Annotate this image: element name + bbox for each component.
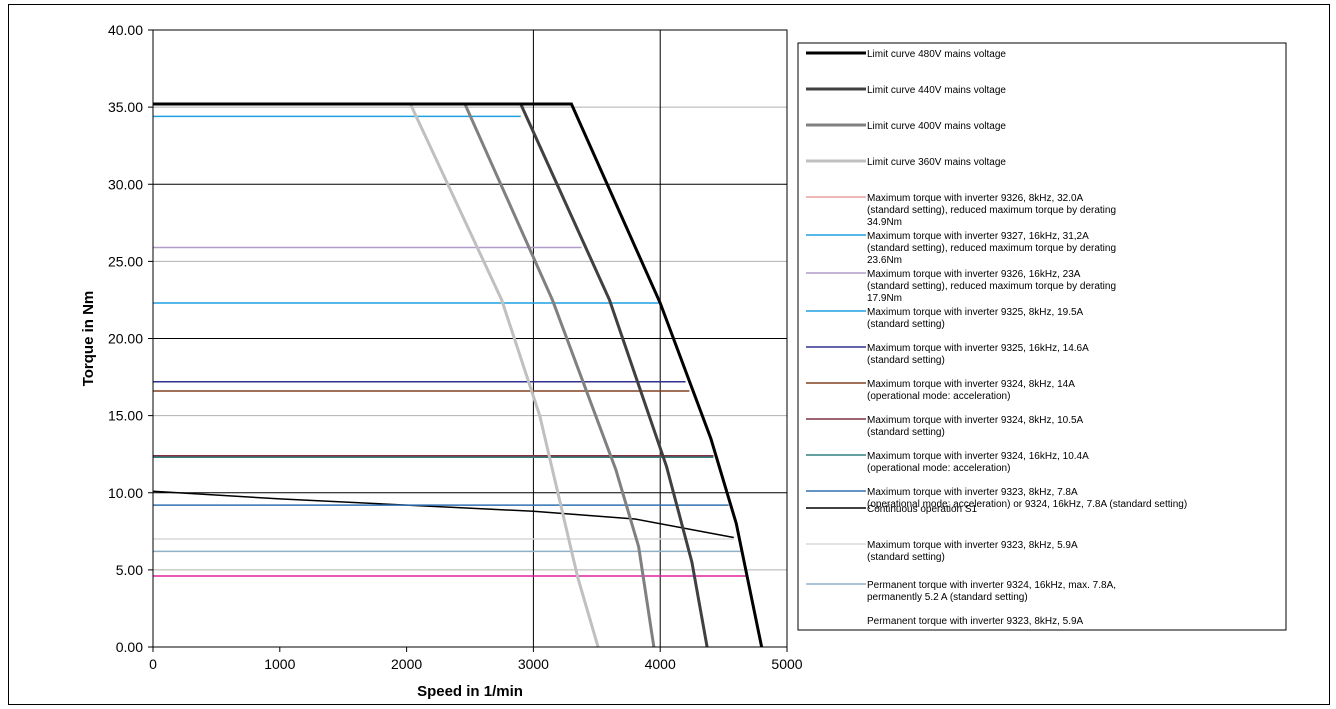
x-axis-title: Speed in 1/min [417, 683, 523, 700]
y-tick-label: 10.00 [108, 485, 143, 501]
series-line [519, 103, 709, 648]
y-tick-label: 0.00 [116, 639, 143, 655]
legend-entry: Maximum torque with inverter 9323, 8kHz,… [867, 487, 1187, 510]
chart-frame [8, 4, 1330, 705]
legend-entry: Limit curve 440V mains voltage [867, 85, 1006, 96]
legend-entry: Maximum torque with inverter 9324, 8kHz,… [867, 415, 1084, 438]
legend-entry: Maximum torque with inverter 9327, 16kHz… [867, 231, 1116, 266]
grid-layer [153, 29, 787, 647]
y-tick-label: 15.00 [108, 408, 143, 424]
x-tick-label: 3000 [518, 656, 549, 672]
legend-entry: Maximum torque with inverter 9324, 8kHz,… [867, 379, 1075, 402]
y-tick-label: 25.00 [108, 253, 143, 269]
legend-entry: Maximum torque with inverter 9324, 16kHz… [867, 451, 1089, 474]
x-tick-label: 4000 [645, 656, 676, 672]
x-tick-label: 5000 [771, 656, 802, 672]
legend-entry: Limit curve 400V mains voltage [867, 121, 1006, 132]
x-tick-label: 1000 [264, 656, 295, 672]
legend-entry: Permanent torque with inverter 9323, 8kH… [867, 616, 1084, 627]
y-tick-label: 5.00 [116, 562, 143, 578]
legend-entry: Maximum torque with inverter 9325, 16kHz… [867, 343, 1089, 366]
series-line [153, 102, 764, 648]
y-tick-label: 30.00 [108, 176, 143, 192]
legend: Limit curve 480V mains voltage Limit curv… [797, 42, 1287, 631]
y-tick-label: 35.00 [108, 99, 143, 115]
legend-entry: Permanent torque with inverter 9324, 16k… [867, 580, 1116, 603]
series-line [409, 103, 600, 648]
legend-entry: Maximum torque with inverter 9325, 8kHz,… [867, 307, 1084, 330]
legend-entry: Maximum torque with inverter 9326, 16kHz… [867, 269, 1116, 304]
series-line [463, 103, 656, 648]
y-tick-label: 40.00 [108, 22, 143, 38]
y-axis-title: Torque in Nm [80, 291, 97, 387]
legend-entry: Limit curve 480V mains voltage [867, 49, 1006, 60]
series-line [152, 490, 734, 539]
legend-entry: Maximum torque with inverter 9323, 8kHz,… [867, 540, 1078, 563]
legend-entry: Maximum torque with inverter 9326, 8kHz,… [867, 193, 1116, 228]
y-tick-label: 20.00 [108, 331, 143, 347]
x-tick-label: 2000 [391, 656, 422, 672]
series-layer [152, 102, 764, 648]
legend-box [797, 42, 1287, 631]
axes-layer: 0.00 5.00 10.00 15.00 20.00 25.00 30.00 35.00 40… [108, 22, 803, 672]
legend-entry: Continuous operation S1 [867, 504, 978, 515]
x-tick-label: 0 [149, 656, 157, 672]
legend-entry: Limit curve 360V mains voltage [867, 157, 1006, 168]
